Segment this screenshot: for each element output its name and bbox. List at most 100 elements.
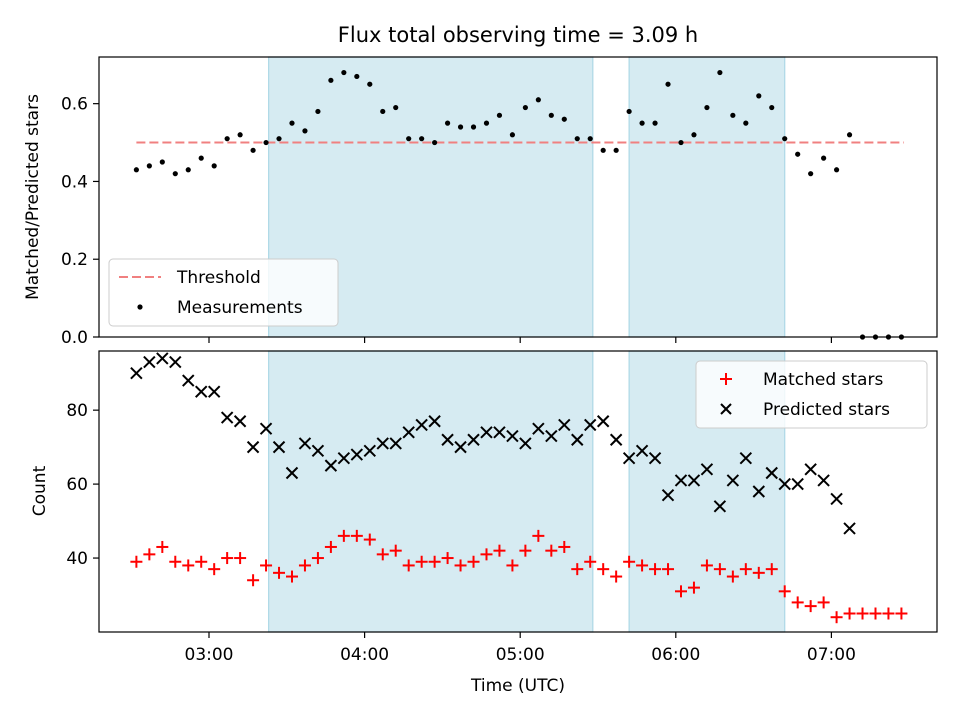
bottom-panel: 40 60 80 03:00 04:00 05:00 06:00 07:00 Count T… <box>30 350 938 696</box>
matched-point <box>169 555 182 568</box>
matched-point <box>843 607 856 620</box>
predicted-point <box>622 452 636 465</box>
y-tick-label: 0.6 <box>61 95 88 115</box>
x-tick-label: 05:00 <box>496 645 545 665</box>
matched-point <box>713 563 726 576</box>
measurement-point <box>146 163 152 169</box>
measurement-point <box>600 147 606 153</box>
matched-point <box>156 540 169 553</box>
legend-measurements-label: Measurements <box>177 298 303 318</box>
predicted-point <box>765 466 778 480</box>
predicted-point <box>389 437 402 450</box>
predicted-point <box>493 426 506 439</box>
y-tick-label: 0.2 <box>61 250 88 270</box>
predicted-point <box>739 452 753 465</box>
measurement-point <box>380 108 386 115</box>
predicted-point <box>311 444 325 458</box>
matched-stars-series <box>130 529 908 624</box>
predicted-point <box>246 440 260 454</box>
matched-point <box>571 563 584 576</box>
measurement-point <box>289 120 295 126</box>
matched-point <box>623 555 636 568</box>
predicted-stars-series <box>130 352 856 535</box>
top-plot-frame <box>98 56 938 338</box>
measurement-point <box>535 97 541 103</box>
matched-point <box>687 581 700 594</box>
matched-point <box>467 555 480 568</box>
y-tick-label: 60 <box>66 475 88 495</box>
matched-point <box>662 563 675 576</box>
matched-point <box>208 563 221 576</box>
measurement-point <box>730 112 736 118</box>
measurement-point <box>406 136 412 142</box>
matched-point <box>830 611 843 624</box>
matched-point <box>182 559 195 572</box>
predicted-point <box>558 418 571 432</box>
measurement-point <box>159 159 165 165</box>
predicted-point <box>791 477 804 491</box>
measurement-point <box>704 104 710 111</box>
predicted-point <box>817 474 830 487</box>
matched-point <box>234 552 247 565</box>
predicted-point <box>726 474 740 487</box>
matched-point <box>739 563 752 576</box>
predicted-point <box>804 463 817 476</box>
measurement-point <box>652 120 658 126</box>
bottom-legend: Matched stars Predicted stars <box>695 360 928 429</box>
matched-point <box>804 600 817 613</box>
matched-point <box>882 607 895 620</box>
x-tick-label: 04:00 <box>340 645 389 665</box>
matched-point <box>519 544 532 557</box>
matched-point <box>558 540 571 553</box>
legend-predicted-label: Predicted stars <box>763 400 890 420</box>
matched-point <box>765 563 778 576</box>
chart-title: Flux total observing time = 3.09 h <box>338 23 698 47</box>
measurement-point <box>522 104 528 111</box>
x-axis-label: Time (UTC) <box>470 676 565 696</box>
measurement-point <box>833 167 840 173</box>
measurement-point <box>717 69 723 76</box>
measurement-point <box>548 112 554 118</box>
x-tick-label: 06:00 <box>651 645 700 665</box>
measurement-point <box>574 136 580 142</box>
predicted-point <box>272 440 286 454</box>
matched-point <box>389 544 402 557</box>
measurement-point <box>341 69 347 76</box>
top-legend: Threshold Measurements <box>108 258 339 327</box>
matched-point <box>610 570 623 583</box>
matched-point <box>506 559 519 572</box>
measurement-point <box>133 167 139 173</box>
matched-point <box>298 559 311 572</box>
legend-threshold-label: Threshold <box>176 268 261 288</box>
matched-point <box>221 552 234 565</box>
y-tick-label: 0.0 <box>61 328 88 348</box>
predicted-point <box>648 452 662 465</box>
predicted-point <box>285 466 299 480</box>
measurement-point <box>367 81 373 87</box>
matched-point <box>493 544 506 557</box>
matched-point <box>532 529 545 542</box>
predicted-point <box>415 418 428 432</box>
predicted-point <box>635 444 649 458</box>
x-tick-label: 03:00 <box>185 645 234 665</box>
predicted-point <box>350 448 364 461</box>
measurement-point <box>756 93 762 99</box>
top-panel: 0.0 0.2 0.4 0.6 Matched/Predicted stars Thr… <box>23 56 938 348</box>
measurement-point <box>846 132 853 138</box>
measurement-point <box>743 120 749 126</box>
predicted-point <box>220 411 234 424</box>
predicted-point <box>363 444 376 458</box>
measurement-point <box>302 128 308 134</box>
measurement-point <box>211 163 217 169</box>
matched-point <box>869 607 882 620</box>
predicted-point <box>376 437 389 450</box>
matched-point <box>311 552 324 565</box>
matched-point <box>260 559 273 572</box>
predicted-point <box>843 522 856 535</box>
measurement-point <box>496 112 503 118</box>
matched-point <box>480 548 493 561</box>
top-x-ticks <box>208 337 833 343</box>
shaded-interval-2 <box>628 56 786 338</box>
bottom-y-axis-label: Count <box>30 465 50 516</box>
matched-point <box>817 596 830 609</box>
